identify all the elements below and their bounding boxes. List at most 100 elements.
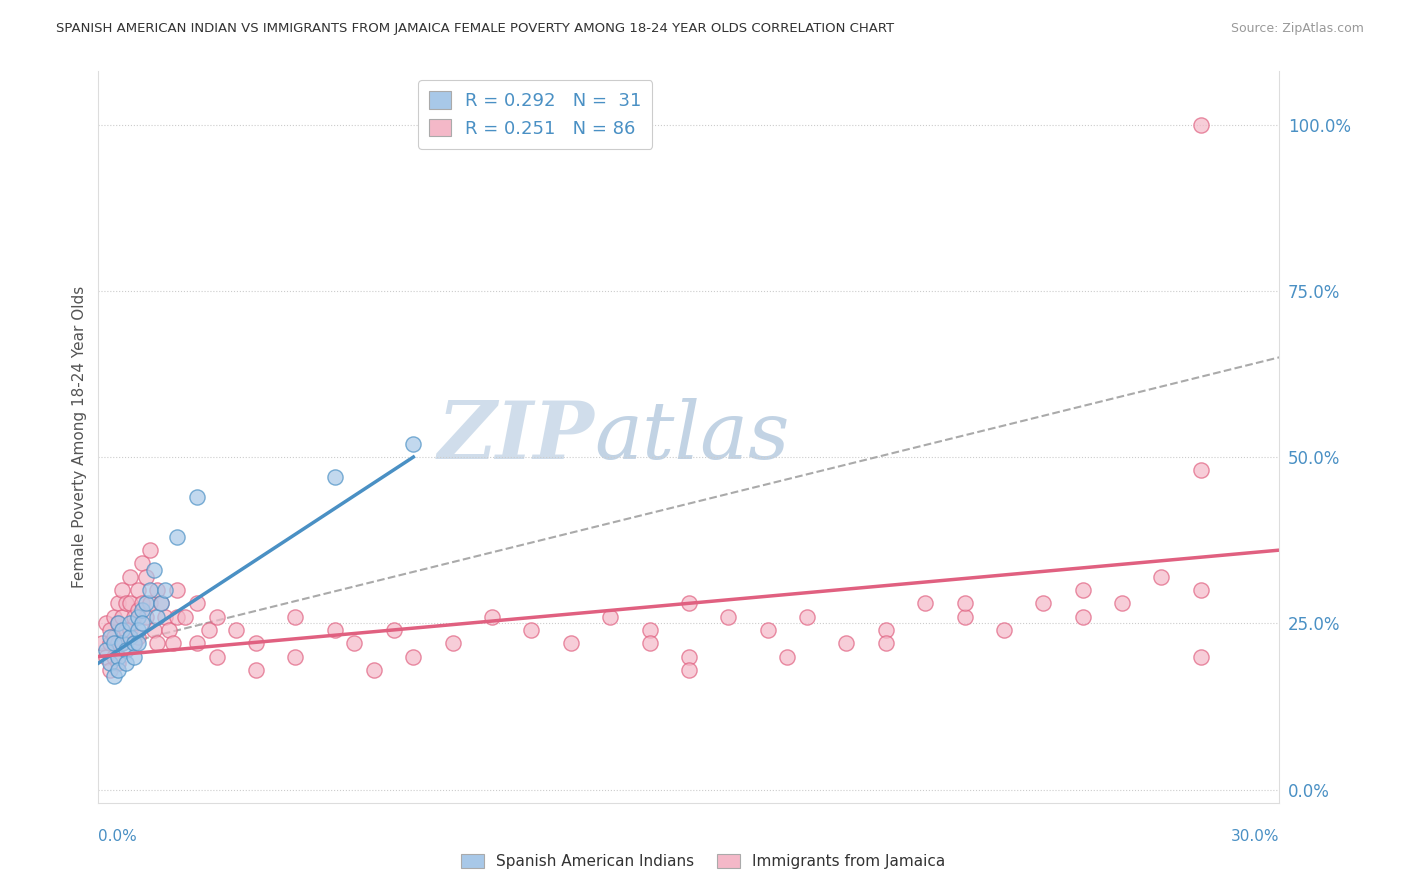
Point xyxy=(225,623,247,637)
Point xyxy=(118,623,141,637)
Point xyxy=(142,563,165,577)
Point xyxy=(756,623,779,637)
Point xyxy=(111,582,134,597)
Point xyxy=(98,623,121,637)
Point xyxy=(107,656,129,670)
Point xyxy=(599,609,621,624)
Point xyxy=(363,663,385,677)
Point xyxy=(1189,463,1212,477)
Point xyxy=(115,656,138,670)
Point xyxy=(678,663,700,677)
Point xyxy=(122,649,145,664)
Point xyxy=(111,609,134,624)
Point xyxy=(118,630,141,644)
Point xyxy=(111,636,134,650)
Point xyxy=(138,582,160,597)
Point xyxy=(96,643,118,657)
Point xyxy=(678,596,700,610)
Point xyxy=(1150,570,1173,584)
Point xyxy=(103,609,125,624)
Point xyxy=(481,609,503,624)
Point xyxy=(1071,609,1094,624)
Point xyxy=(122,636,145,650)
Point xyxy=(205,609,228,624)
Point xyxy=(118,596,141,610)
Point xyxy=(245,663,267,677)
Point xyxy=(98,663,121,677)
Point xyxy=(875,636,897,650)
Point xyxy=(107,616,129,631)
Point xyxy=(343,636,366,650)
Point xyxy=(135,609,157,624)
Point xyxy=(166,530,188,544)
Point xyxy=(107,663,129,677)
Point xyxy=(323,623,346,637)
Point xyxy=(1189,118,1212,132)
Point xyxy=(166,609,188,624)
Point xyxy=(96,616,118,631)
Point xyxy=(127,582,149,597)
Point xyxy=(382,623,405,637)
Point xyxy=(127,623,149,637)
Point xyxy=(91,636,114,650)
Point xyxy=(103,669,125,683)
Point xyxy=(150,596,173,610)
Point xyxy=(138,543,160,558)
Point xyxy=(520,623,543,637)
Point xyxy=(111,623,134,637)
Point xyxy=(131,616,153,631)
Point xyxy=(197,623,219,637)
Point xyxy=(131,596,153,610)
Point xyxy=(953,596,976,610)
Point xyxy=(115,596,138,610)
Point xyxy=(186,636,208,650)
Point xyxy=(186,596,208,610)
Point xyxy=(127,609,149,624)
Point xyxy=(284,649,307,664)
Point xyxy=(205,649,228,664)
Text: SPANISH AMERICAN INDIAN VS IMMIGRANTS FROM JAMAICA FEMALE POVERTY AMONG 18-24 YE: SPANISH AMERICAN INDIAN VS IMMIGRANTS FR… xyxy=(56,22,894,36)
Point xyxy=(107,616,129,631)
Point xyxy=(155,582,177,597)
Text: Source: ZipAtlas.com: Source: ZipAtlas.com xyxy=(1230,22,1364,36)
Point xyxy=(98,630,121,644)
Point xyxy=(146,582,169,597)
Point xyxy=(162,636,184,650)
Point xyxy=(103,649,125,664)
Point xyxy=(402,649,425,664)
Point xyxy=(138,596,160,610)
Point xyxy=(127,636,149,650)
Point xyxy=(146,636,169,650)
Text: 30.0%: 30.0% xyxy=(1232,830,1279,844)
Point xyxy=(638,623,661,637)
Legend: Spanish American Indians, Immigrants from Jamaica: Spanish American Indians, Immigrants fro… xyxy=(454,847,952,875)
Point xyxy=(174,609,197,624)
Point xyxy=(166,582,188,597)
Point xyxy=(107,649,129,664)
Point xyxy=(1189,582,1212,597)
Point xyxy=(155,609,177,624)
Point xyxy=(717,609,740,624)
Point xyxy=(796,609,818,624)
Point xyxy=(835,636,858,650)
Point xyxy=(98,636,121,650)
Point xyxy=(131,603,153,617)
Point xyxy=(115,643,138,657)
Point xyxy=(245,636,267,650)
Point xyxy=(135,596,157,610)
Point xyxy=(157,623,180,637)
Point xyxy=(402,436,425,450)
Point xyxy=(98,656,121,670)
Point xyxy=(953,609,976,624)
Point xyxy=(122,609,145,624)
Point xyxy=(638,636,661,650)
Point xyxy=(127,603,149,617)
Point xyxy=(678,649,700,664)
Point xyxy=(560,636,582,650)
Point xyxy=(1032,596,1054,610)
Point xyxy=(111,636,134,650)
Point xyxy=(127,630,149,644)
Y-axis label: Female Poverty Among 18-24 Year Olds: Female Poverty Among 18-24 Year Olds xyxy=(72,286,87,588)
Point xyxy=(146,609,169,624)
Text: ZIP: ZIP xyxy=(437,399,595,475)
